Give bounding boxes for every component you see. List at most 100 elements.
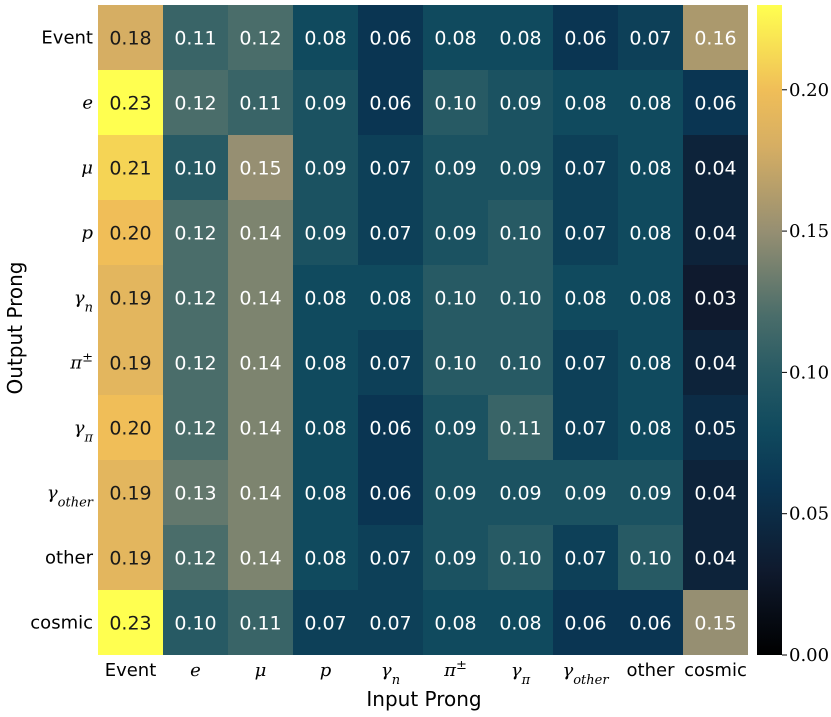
cell-value-label: 0.11 — [239, 613, 281, 635]
cell-value-label: 0.08 — [434, 28, 476, 50]
cell-value-label: 0.15 — [694, 613, 736, 635]
heatmap-cell — [553, 5, 618, 70]
heatmap-cell — [423, 70, 488, 135]
heatmap-cell — [423, 330, 488, 395]
cell-value-label: 0.09 — [434, 548, 476, 570]
x-tick-label: μ — [255, 660, 267, 681]
heatmap-cell — [423, 135, 488, 200]
heatmap-cell — [683, 395, 748, 460]
heatmap-cell — [163, 200, 228, 265]
cell-value-label: 0.08 — [629, 158, 671, 180]
colorbar-tick-label: 0.20 — [789, 80, 829, 101]
heatmap-cell — [618, 200, 683, 265]
cell-value-label: 0.16 — [694, 28, 736, 50]
heatmap-cell — [358, 5, 423, 70]
cell-value-label: 0.07 — [369, 353, 411, 375]
heatmap-cell — [488, 70, 553, 135]
cell-value-label: 0.10 — [434, 353, 476, 375]
cell-value-label: 0.07 — [304, 613, 346, 635]
heatmap-cell — [228, 265, 293, 330]
cell-value-label: 0.21 — [109, 158, 151, 180]
cell-value-label: 0.23 — [109, 93, 151, 115]
heatmap-cell — [423, 5, 488, 70]
cell-value-label: 0.09 — [304, 93, 346, 115]
cell-value-label: 0.09 — [304, 158, 346, 180]
heatmap-cell — [163, 265, 228, 330]
heatmap-cell — [293, 330, 358, 395]
cell-value-label: 0.12 — [239, 28, 281, 50]
cell-value-label: 0.10 — [174, 158, 216, 180]
cell-value-label: 0.04 — [694, 483, 736, 505]
cell-value-label: 0.08 — [564, 288, 606, 310]
heatmap-cell — [228, 135, 293, 200]
y-tick-labels: Event e μ p γn π± γπ γother other cosmic — [30, 28, 93, 634]
cell-value-label: 0.07 — [369, 223, 411, 245]
heatmap-cell — [293, 135, 358, 200]
heatmap-cell — [358, 330, 423, 395]
heatmap-cell — [293, 70, 358, 135]
y-tick-label: other — [45, 548, 94, 569]
cell-value-label: 0.14 — [239, 483, 281, 505]
heatmap-cell — [98, 5, 163, 70]
heatmap-cell — [163, 70, 228, 135]
heatmap-cell — [228, 200, 293, 265]
heatmap-cell — [423, 200, 488, 265]
cell-value-label: 0.09 — [629, 483, 671, 505]
heatmap-cell — [618, 590, 683, 655]
x-tick-labels: Event e μ p γn π± γπ γother other cosmic — [105, 658, 747, 688]
heatmap-cell — [358, 265, 423, 330]
cell-value-label: 0.06 — [369, 483, 411, 505]
heatmap-cell — [618, 135, 683, 200]
cell-value-label: 0.08 — [499, 28, 541, 50]
cell-value-label: 0.08 — [304, 548, 346, 570]
cell-value-label: 0.06 — [564, 613, 606, 635]
colorbar: 0.00 0.05 0.10 0.15 0.20 — [757, 5, 829, 666]
heatmap-cell — [423, 525, 488, 590]
colorbar-tick-label: 0.00 — [789, 645, 829, 666]
heatmap-cell — [293, 5, 358, 70]
cell-value-label: 0.12 — [174, 418, 216, 440]
heatmap-cell — [293, 460, 358, 525]
heatmap-cell — [358, 460, 423, 525]
cell-value-label: 0.10 — [499, 288, 541, 310]
heatmap-cell — [163, 5, 228, 70]
heatmap-cell — [228, 70, 293, 135]
cell-value-label: 0.14 — [239, 548, 281, 570]
cell-value-label: 0.08 — [629, 418, 671, 440]
y-axis-title: Output Prong — [3, 262, 27, 395]
colorbar-tick-label: 0.15 — [789, 221, 829, 242]
heatmap-cell — [618, 395, 683, 460]
heatmap-cells: 0.18 0.11 0.12 0.08 0.06 0.08 0.08 0.06 0.07 0.16… — [98, 5, 748, 655]
cell-value-label: 0.07 — [564, 158, 606, 180]
cell-value-label: 0.08 — [629, 353, 671, 375]
heatmap-cell — [228, 330, 293, 395]
cell-value-label: 0.05 — [694, 418, 736, 440]
cell-value-label: 0.10 — [174, 613, 216, 635]
heatmap-cell — [98, 70, 163, 135]
heatmap-cell — [358, 135, 423, 200]
heatmap-cell — [553, 70, 618, 135]
y-tick-label: γn — [74, 288, 93, 316]
x-tick-label: π± — [443, 658, 467, 682]
cell-value-label: 0.04 — [694, 548, 736, 570]
heatmap-cell — [553, 395, 618, 460]
heatmap-cell — [618, 5, 683, 70]
heatmap-cell — [358, 395, 423, 460]
cell-value-label: 0.09 — [434, 483, 476, 505]
cell-value-label: 0.07 — [564, 223, 606, 245]
cell-value-label: 0.14 — [239, 353, 281, 375]
heatmap-cell — [293, 395, 358, 460]
heatmap-cell — [618, 70, 683, 135]
cell-value-label: 0.08 — [304, 483, 346, 505]
cell-value-label: 0.19 — [109, 353, 151, 375]
heatmap-cell — [488, 330, 553, 395]
heatmap-cell — [553, 135, 618, 200]
colorbar-tick-label: 0.05 — [789, 504, 829, 525]
cell-value-label: 0.11 — [499, 418, 541, 440]
cell-value-label: 0.08 — [499, 613, 541, 635]
x-tick-label: p — [320, 660, 332, 681]
cell-value-label: 0.12 — [174, 223, 216, 245]
heatmap-cell — [98, 265, 163, 330]
heatmap-cell — [293, 200, 358, 265]
